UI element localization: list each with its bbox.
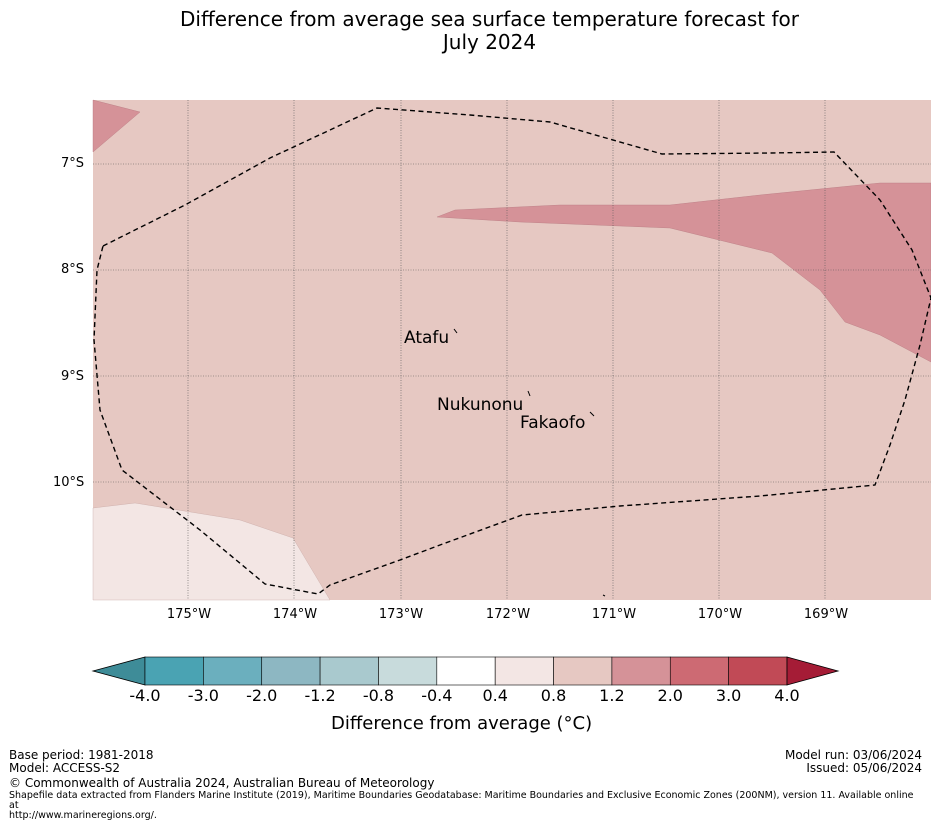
footer-left: Base period: 1981-2018 Model: ACCESS-S2: [9, 749, 154, 775]
colorbar-tick-label: 0.8: [540, 686, 567, 705]
colorbar-tick-label: 1.2: [599, 686, 625, 705]
issued-date: Issued: 05/06/2024: [806, 761, 922, 775]
shapefile-credit: Shapefile data extracted from Flanders M…: [9, 791, 924, 821]
colorbar-segment: [728, 656, 788, 686]
model-name: Model: ACCESS-S2: [9, 761, 121, 775]
lat-label-10s: 10°S: [53, 475, 85, 490]
graticule: [93, 100, 931, 600]
sst-anomaly-0.4-0.8-region-southwest: [92, 502, 331, 601]
title-line-1: Difference from average sea surface temp…: [179, 7, 799, 31]
colorbar-tick-label: -4.0: [129, 686, 161, 705]
sst-anomaly-1.2-2.0-region-east: [436, 182, 931, 363]
fakaofo-island-icon: [589, 411, 595, 417]
colorbar-segment: [669, 656, 729, 686]
colorbar-extend-high: [786, 656, 840, 686]
colorbar-segment: [611, 656, 671, 686]
model-run: Model run: 03/06/2024: [784, 748, 922, 762]
colorbar-tick-label: 0.4: [482, 686, 508, 705]
lat-label-9s: 9°S: [61, 369, 85, 384]
colorbar-tick-label: -3.0: [187, 686, 219, 705]
island-markers: [453, 328, 606, 597]
colorbar-segment: [144, 656, 204, 686]
nukunonu-island-icon: [527, 390, 531, 397]
title-line-2: July 2024: [442, 30, 537, 54]
lon-label-175w: 175°W: [166, 607, 212, 622]
colorbar-tick-label: 4.0: [774, 686, 800, 705]
colorbar-tick-label: -1.2: [304, 686, 336, 705]
place-label-nukunonu: Nukunonu: [437, 395, 524, 415]
colorbar-segment: [436, 656, 496, 686]
colorbar-segment: [378, 656, 438, 686]
lon-label-172w: 172°W: [485, 607, 531, 622]
atafu-island-icon: [453, 328, 458, 334]
place-label-fakaofo: Fakaofo: [520, 413, 586, 433]
colorbar-extend-low: [91, 656, 146, 686]
lon-label-169w: 169°W: [803, 607, 849, 622]
colorbar-segment: [553, 656, 613, 686]
colorbar-segment: [261, 656, 321, 686]
lon-label-173w: 173°W: [378, 607, 424, 622]
colorbar-segment: [203, 656, 263, 686]
sst-anomaly-1.2-2.0-region-northwest: [92, 99, 141, 153]
eez-boundary: [93, 107, 931, 595]
colorbar-segment: [319, 656, 379, 686]
lon-label-170w: 170°W: [697, 607, 743, 622]
colorbar-tick-label: -0.4: [421, 686, 453, 705]
lat-label-7s: 7°S: [61, 156, 85, 171]
lon-label-171w: 171°W: [591, 607, 637, 622]
colorbar: [91, 656, 840, 686]
colorbar-tick-label: -2.0: [246, 686, 278, 705]
chart-title: Difference from average sea surface temp…: [0, 8, 931, 54]
shapefile-credit-line-2: http://www.marineregions.org/.: [9, 810, 157, 821]
sst-anomaly-0.8-1.2-region: [93, 100, 931, 600]
colorbar-tick-label: -0.8: [362, 686, 395, 705]
copyright: © Commonwealth of Australia 2024, Austra…: [9, 776, 435, 790]
colorbar-label: Difference from average (°C): [331, 713, 593, 734]
colorbar-tick-label: 2.0: [657, 686, 683, 705]
place-label-atafu: Atafu: [404, 328, 450, 348]
base-period: Base period: 1981-2018: [9, 748, 154, 762]
lat-label-8s: 8°S: [61, 262, 85, 277]
footer-right: Model run: 03/06/2024 Issued: 05/06/2024: [785, 749, 922, 775]
shapefile-credit-line-1: Shapefile data extracted from Flanders M…: [9, 790, 914, 811]
lon-label-174w: 174°W: [272, 607, 318, 622]
colorbar-segment: [494, 656, 554, 686]
colorbar-tick-label: 3.0: [715, 686, 742, 705]
swains-marker-icon: [602, 594, 606, 597]
